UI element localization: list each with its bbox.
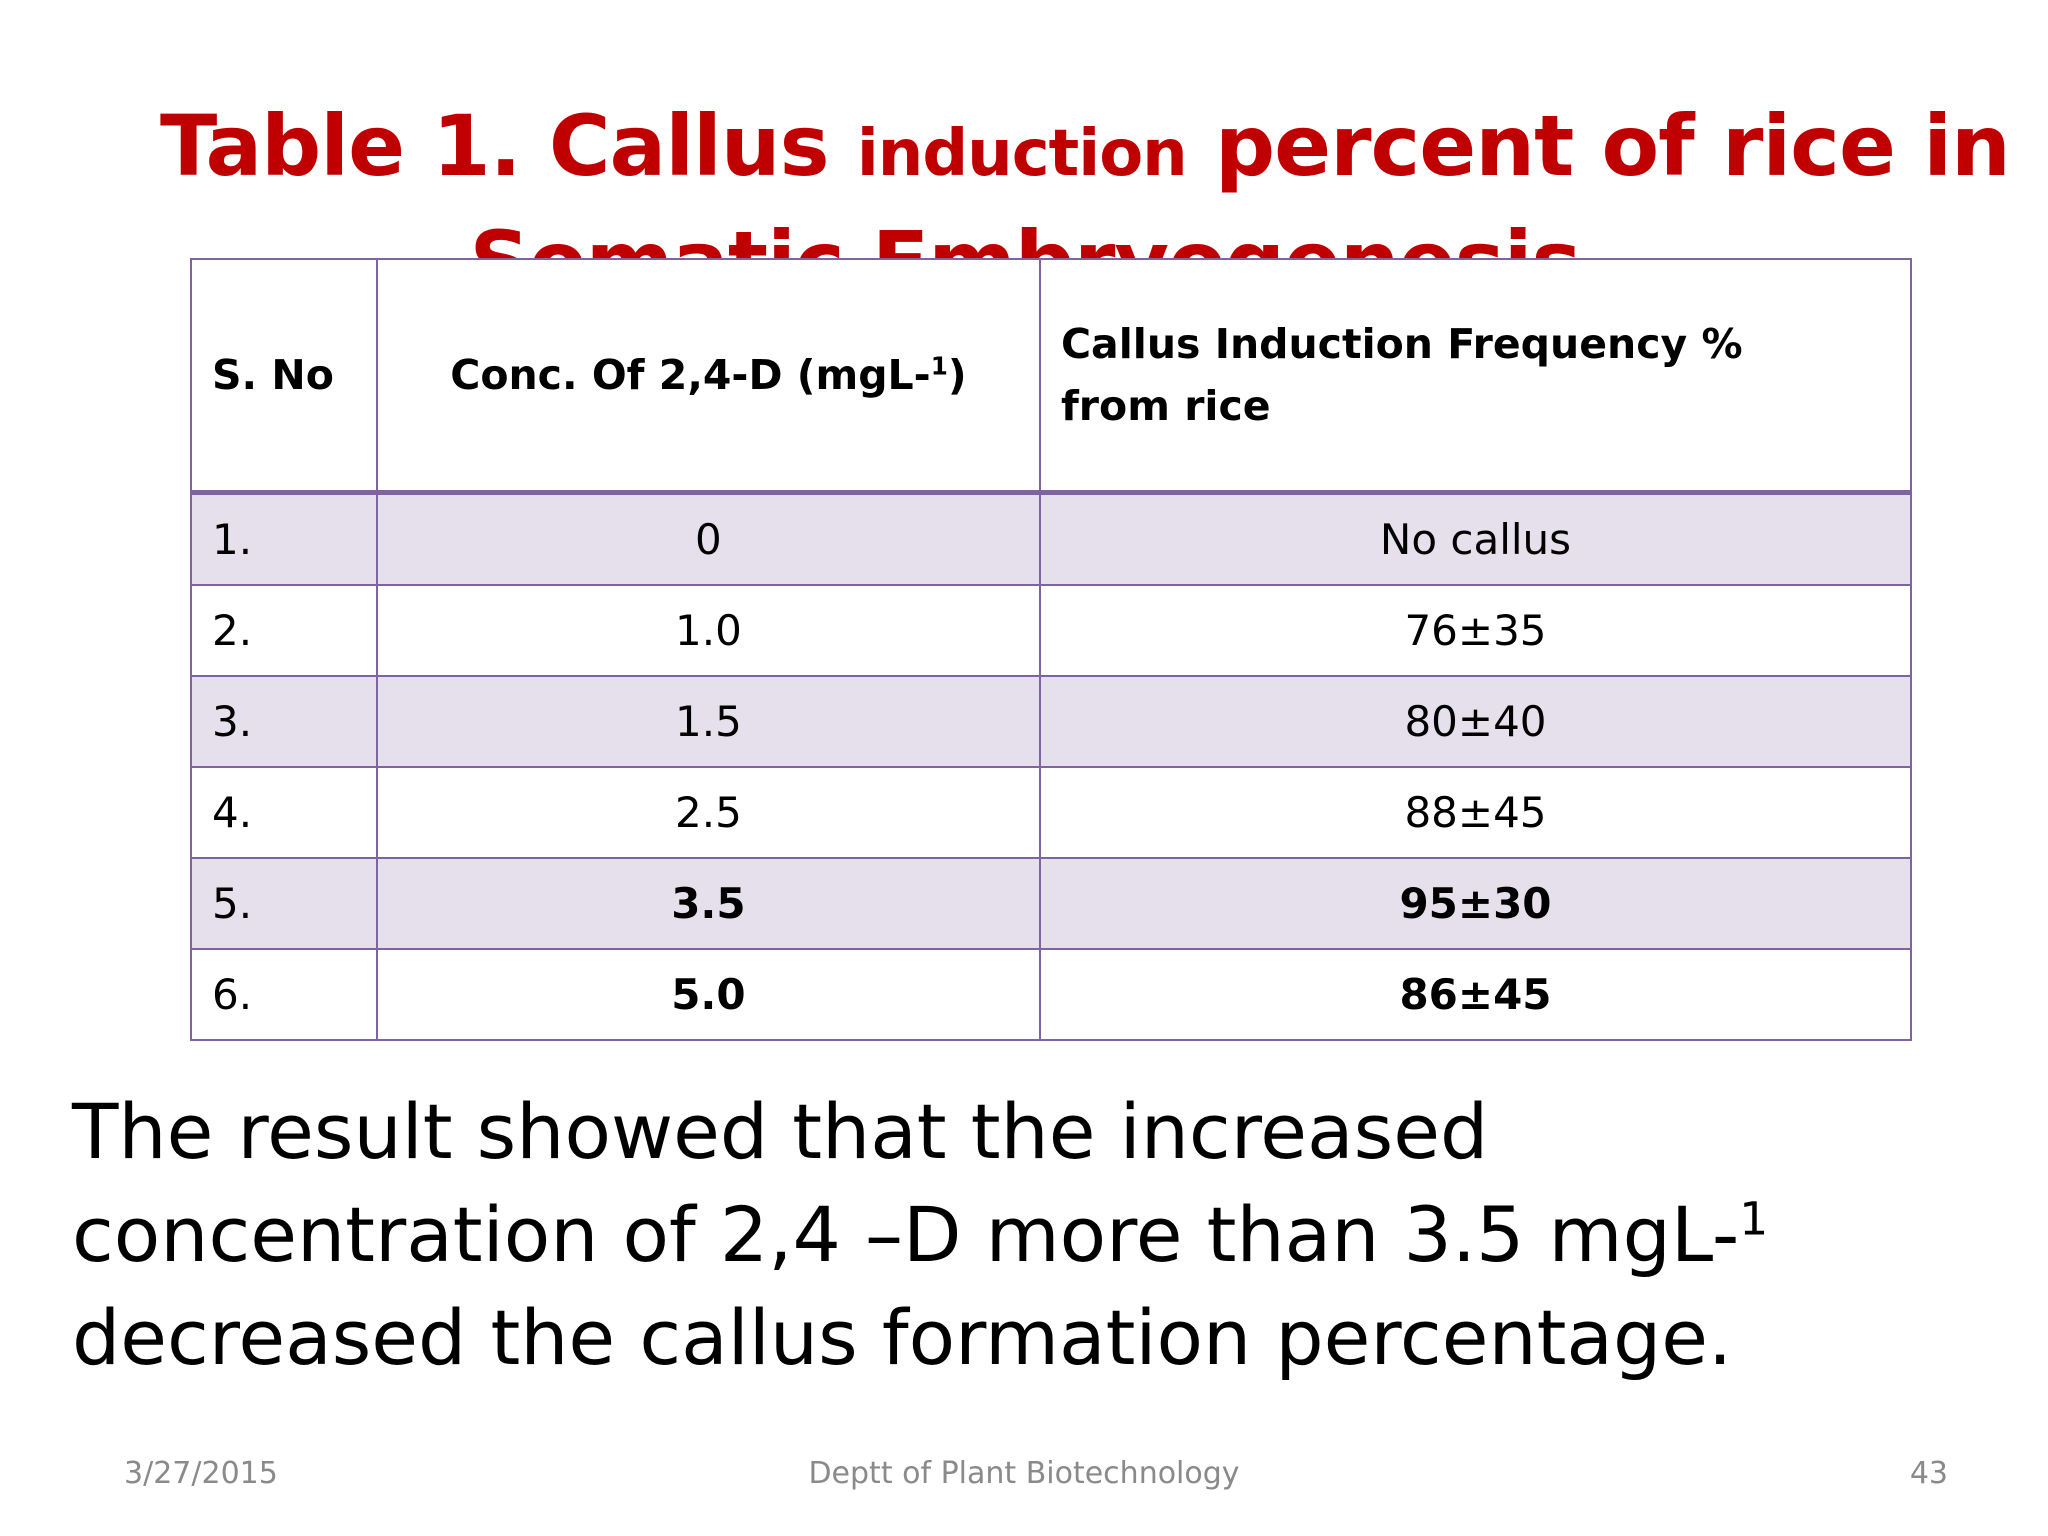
title-line-1: Table 1. Callus induction percent of ric… xyxy=(160,97,2011,196)
cell-concentration: 1.5 xyxy=(375,675,1041,768)
cell-frequency: 86±45 xyxy=(1038,948,1913,1041)
footer-date: 3/27/2015 xyxy=(124,1456,278,1491)
cell-sno: 1. xyxy=(190,491,378,586)
table-row: 4. 2.5 88±45 xyxy=(190,766,1913,859)
header-frequency: Callus Induction Frequency % from rice xyxy=(1038,258,1913,495)
header-concentration: Conc. Of 2,4-D (mgL-1) xyxy=(375,258,1041,495)
table-row: 5. 3.5 95±30 xyxy=(190,857,1913,950)
cell-frequency: 80±40 xyxy=(1038,675,1913,768)
header-sno: S. No xyxy=(190,258,378,495)
cell-concentration: 0 xyxy=(375,491,1041,586)
cell-frequency: 76±35 xyxy=(1038,584,1913,677)
cell-frequency: No callus xyxy=(1038,491,1913,586)
footer-page-number: 43 xyxy=(1909,1456,1948,1491)
cell-sno: 6. xyxy=(190,948,378,1041)
table-header-row: S. No Conc. Of 2,4-D (mgL-1) Callus Indu… xyxy=(190,258,1913,495)
cell-sno: 4. xyxy=(190,766,378,859)
table-row: 1. 0 No callus xyxy=(190,491,1913,586)
cell-sno: 2. xyxy=(190,584,378,677)
callus-induction-table: S. No Conc. Of 2,4-D (mgL-1) Callus Indu… xyxy=(190,258,1913,1041)
cell-frequency: 95±30 xyxy=(1038,857,1913,950)
cell-concentration: 2.5 xyxy=(375,766,1041,859)
cell-concentration: 1.0 xyxy=(375,584,1041,677)
cell-concentration: 3.5 xyxy=(375,857,1041,950)
footer-department: Deptt of Plant Biotechnology xyxy=(808,1456,1240,1491)
table-row: 3. 1.5 80±40 xyxy=(190,675,1913,768)
cell-sno: 3. xyxy=(190,675,378,768)
cell-frequency: 88±45 xyxy=(1038,766,1913,859)
cell-sno: 5. xyxy=(190,857,378,950)
table-row: 2. 1.0 76±35 xyxy=(190,584,1913,677)
table-row: 6. 5.0 86±45 xyxy=(190,948,1913,1041)
cell-concentration: 5.0 xyxy=(375,948,1041,1041)
conclusion-text: The result showed that the increased con… xyxy=(72,1087,1769,1382)
